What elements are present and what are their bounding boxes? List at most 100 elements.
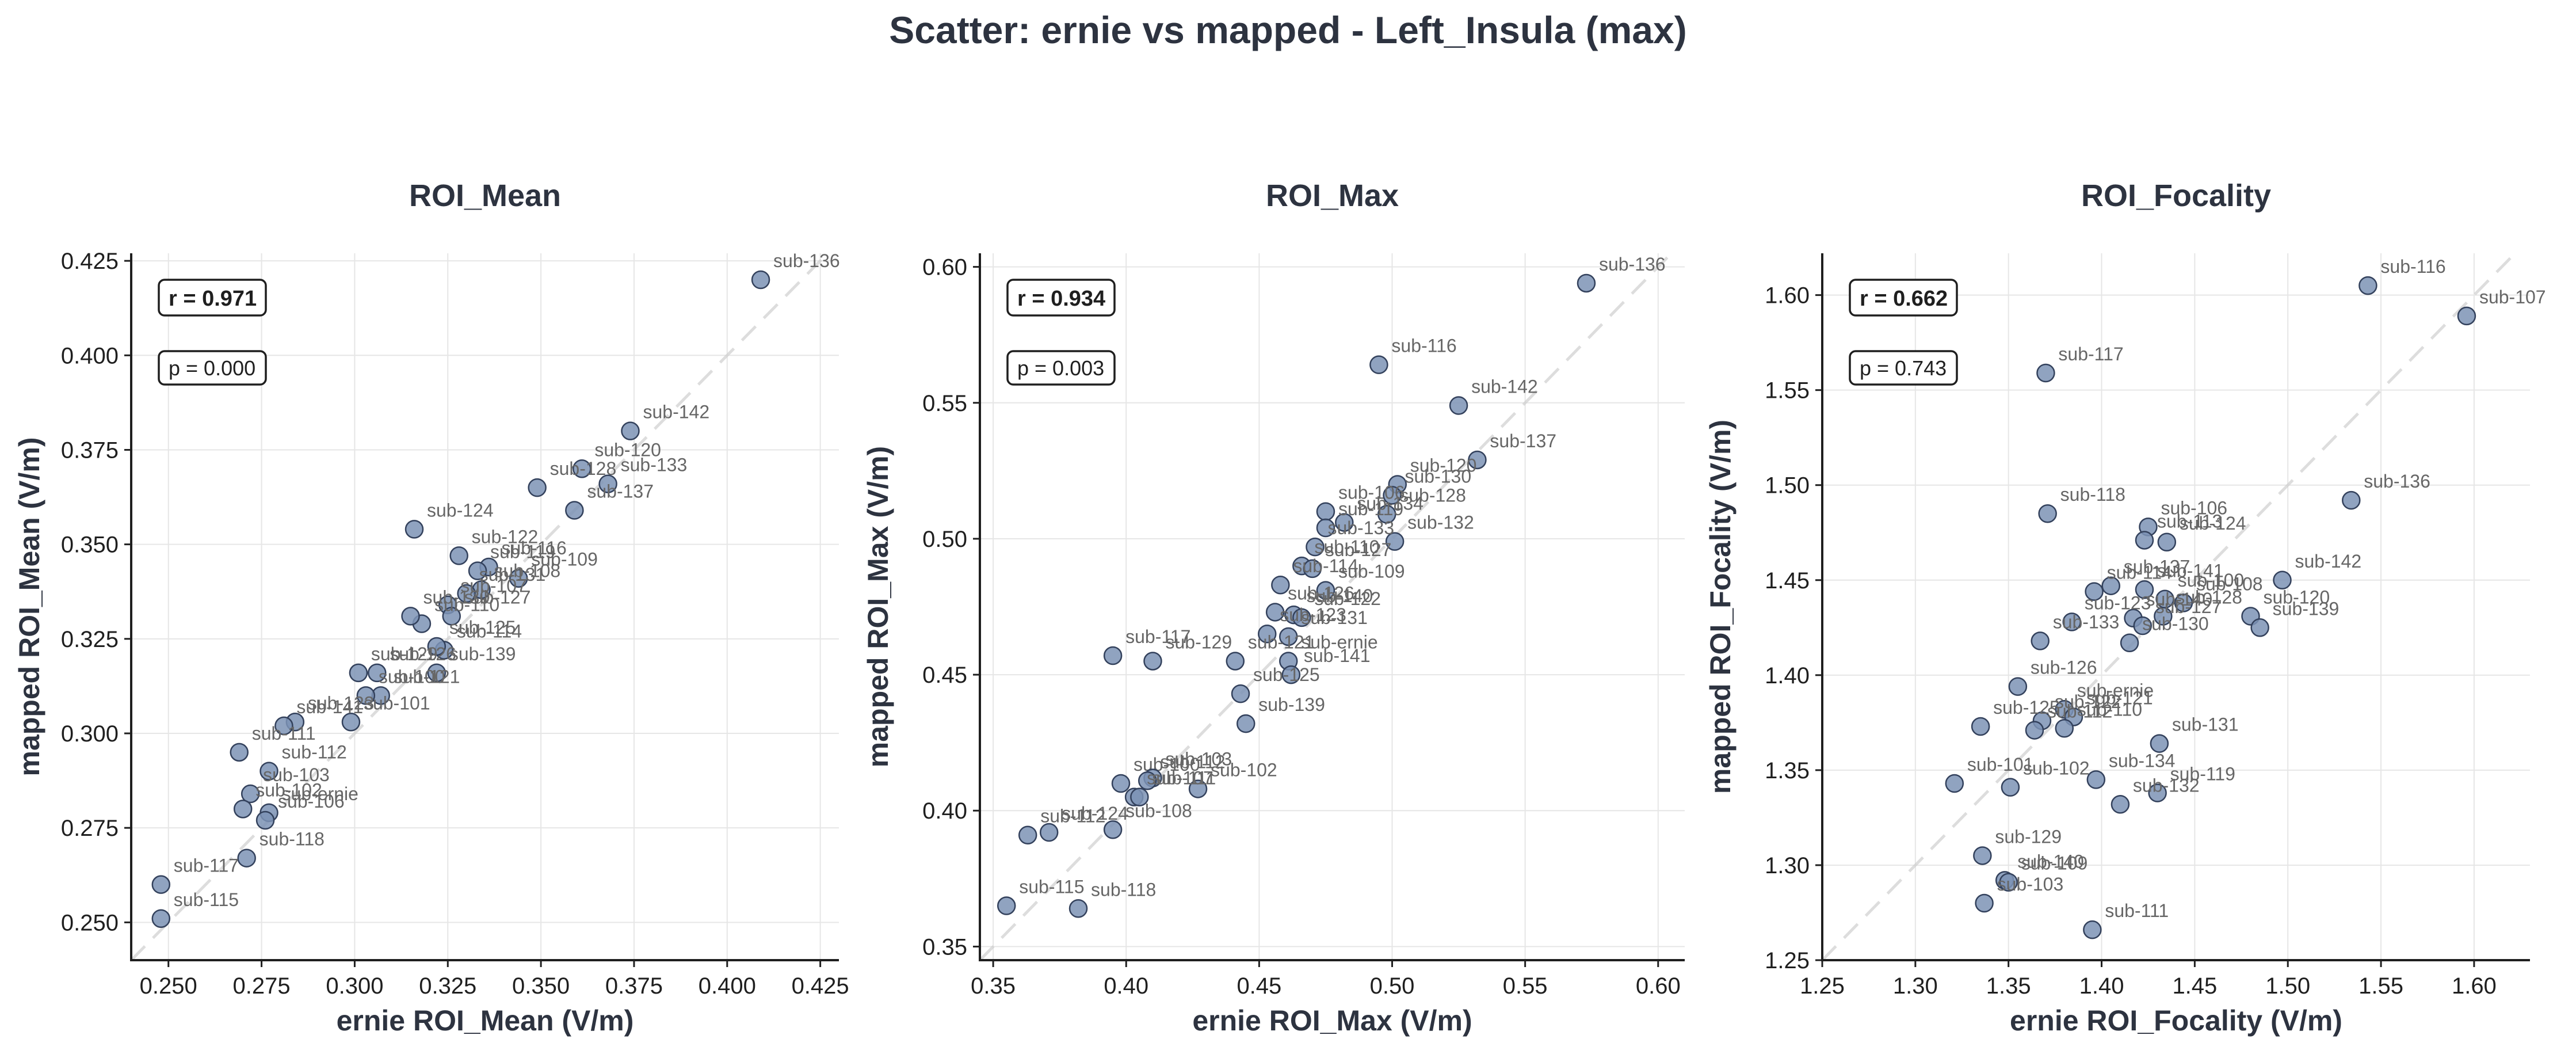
- data-point: [2083, 920, 2102, 939]
- scatter-panel-2: 0.35 0.40 0.45 0.50 0.55 0.60 0.35 0.40 0.45 0.50…: [862, 178, 1685, 1037]
- data-point: [1143, 652, 1162, 671]
- point-label: sub-142: [643, 402, 709, 423]
- x-tick-label: 1.25: [1800, 973, 1845, 999]
- data-point: [598, 474, 617, 493]
- point-label: sub-141: [1304, 645, 1371, 666]
- point-label: sub-111: [252, 723, 316, 744]
- data-point: [1975, 893, 1994, 913]
- data-point: [1039, 823, 1059, 842]
- data-point: [573, 459, 591, 478]
- data-point: [1279, 627, 1298, 646]
- point-label: sub-128: [2176, 587, 2242, 608]
- point-label: sub-114: [2107, 562, 2172, 583]
- point-label: sub-128: [550, 458, 617, 479]
- data-point: [2457, 306, 2476, 326]
- data-point: [341, 713, 361, 732]
- point-label: sub-133: [621, 455, 688, 475]
- data-point: [1231, 684, 1250, 703]
- point-label: sub-110: [2077, 699, 2142, 720]
- point-label: sub-130: [2142, 614, 2209, 634]
- point-label: sub-106: [1338, 482, 1405, 503]
- y-axis-label: mapped ROI_Max (V/m): [862, 446, 894, 767]
- point-label: sub-102: [2023, 758, 2090, 779]
- data-point: [427, 663, 446, 683]
- x-axis-label: ernie ROI_Mean (V/m): [337, 1004, 634, 1037]
- data-point: [151, 909, 171, 929]
- data-point: [2174, 593, 2193, 612]
- point-label: sub-119: [490, 542, 555, 562]
- point-label: sub-132: [1407, 512, 1474, 533]
- point-label: sub-115: [174, 889, 239, 910]
- data-point: [2135, 580, 2154, 599]
- data-point: [449, 546, 468, 565]
- y-tick-label: 1.25: [1765, 948, 1810, 973]
- data-point: [1103, 646, 1123, 665]
- point-label: sub-122: [2055, 691, 2121, 712]
- y-tick-label: 0.375: [61, 437, 119, 463]
- point-label: sub-136: [773, 250, 840, 271]
- panel-title: ROI_Max: [1266, 178, 1399, 213]
- point-label: sub-124: [427, 500, 494, 520]
- point-label: sub-134: [2109, 750, 2176, 771]
- data-point: [1945, 774, 1964, 793]
- point-label: sub-142: [1471, 376, 1538, 397]
- point-label: sub-121: [1248, 631, 1315, 652]
- point-label: sub-117: [174, 855, 239, 876]
- y-tick-label: 0.300: [61, 721, 119, 747]
- data-point: [2342, 490, 2361, 510]
- y-tick-label: 0.45: [922, 663, 967, 688]
- point-label: sub-131: [479, 564, 546, 585]
- x-axis-label: ernie ROI_Max (V/m): [1192, 1004, 1472, 1037]
- point-label: sub-137: [2124, 557, 2190, 577]
- point-label: sub-134: [1357, 493, 1424, 514]
- point-label: sub-108: [1125, 800, 1192, 821]
- data-point: [151, 875, 171, 894]
- y-tick-label: 1.45: [1765, 568, 1810, 593]
- point-label: sub-133: [1327, 518, 1394, 538]
- point-label: sub-142: [2295, 551, 2362, 572]
- x-tick-label: 0.50: [1370, 973, 1415, 999]
- data-point: [2031, 631, 2050, 650]
- y-tick-label: 1.60: [1765, 283, 1810, 309]
- point-label: sub-115: [1019, 877, 1084, 897]
- point-label: sub-112: [1160, 751, 1225, 772]
- x-tick-label: 0.400: [699, 973, 756, 999]
- data-point: [259, 762, 278, 781]
- point-label: sub-109: [531, 549, 598, 570]
- p-stat-text: p = 0.743: [1860, 356, 1947, 380]
- data-point: [1237, 714, 1255, 733]
- y-tick-label: 0.60: [922, 255, 967, 280]
- point-label: sub-103: [1997, 874, 2064, 895]
- point-label: sub-111: [1152, 768, 1216, 789]
- data-point: [1303, 559, 1322, 579]
- point-label: sub-117: [2058, 344, 2123, 364]
- point-label: sub-106: [2161, 497, 2227, 518]
- point-label: sub-122: [1314, 588, 1381, 609]
- point-label: sub-108: [494, 560, 561, 581]
- data-point: [2133, 616, 2152, 636]
- data-point: [2273, 570, 2292, 590]
- data-point: [2062, 612, 2081, 631]
- point-label: sub-139: [1258, 694, 1325, 715]
- x-tick-label: 0.300: [326, 973, 383, 999]
- point-label: sub-ernie: [2077, 680, 2154, 701]
- p-stat-text: p = 0.000: [169, 356, 255, 380]
- data-point: [1138, 771, 1157, 790]
- point-label: sub-121: [2086, 687, 2153, 708]
- point-label: sub-103: [1165, 749, 1232, 770]
- data-point: [2101, 576, 2120, 595]
- point-label: sub-126: [390, 644, 456, 664]
- data-point: [1226, 652, 1245, 671]
- y-axis-label: mapped ROI_Focality (V/m): [1704, 420, 1737, 794]
- data-point: [241, 784, 260, 804]
- x-tick-label: 0.35: [971, 973, 1016, 999]
- point-label: sub-140: [1306, 585, 1373, 606]
- data-point: [427, 637, 446, 656]
- data-point: [751, 270, 770, 290]
- point-label: sub-126: [1288, 583, 1354, 603]
- data-point: [1306, 537, 1325, 557]
- point-label: sub-137: [587, 481, 654, 502]
- point-label: sub-122: [472, 526, 539, 547]
- x-tick-label: 1.60: [2452, 973, 2497, 999]
